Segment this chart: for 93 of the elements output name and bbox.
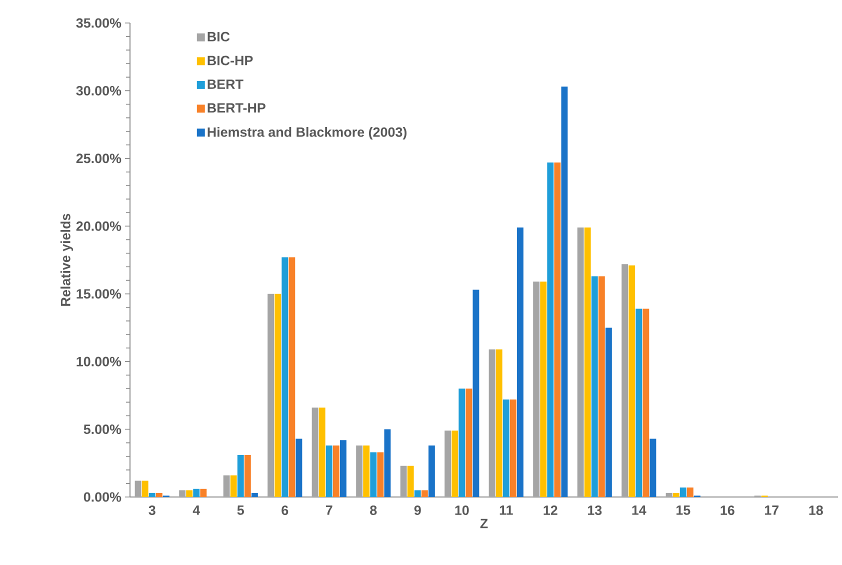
bar [547, 162, 554, 497]
bar [502, 399, 510, 497]
bar [407, 466, 414, 497]
x-tick-label: 3 [148, 506, 156, 516]
bar [186, 490, 193, 497]
x-tick-label: 11 [500, 506, 513, 515]
bar [605, 328, 612, 497]
x-tick-label: 6 [282, 506, 288, 516]
bar [414, 490, 421, 497]
bar [148, 492, 156, 497]
bar [533, 282, 540, 497]
legend-label: Hiemstra and Blackmore (2003) [208, 126, 407, 140]
bar [193, 488, 200, 497]
y-tick-label: 5.00% [84, 424, 122, 434]
x-tick-label: 13 [588, 506, 602, 516]
y-axis-title: Relative yields [60, 214, 74, 306]
bar [312, 408, 318, 497]
bar [179, 490, 186, 497]
x-tick-label: 9 [414, 506, 421, 516]
bar [458, 388, 466, 497]
bar [274, 294, 282, 497]
bar [156, 492, 162, 497]
bar [332, 446, 340, 497]
bar [363, 446, 370, 497]
y-tick-label: 20.00% [76, 221, 122, 231]
bar [444, 430, 452, 497]
bar [340, 440, 346, 497]
x-tick-label: 17 [765, 506, 779, 515]
y-tick-label: 35.00% [76, 18, 122, 28]
bar [200, 488, 207, 497]
bar [142, 480, 148, 497]
bar [251, 492, 258, 497]
bar [230, 475, 237, 497]
bar [666, 492, 672, 497]
bar [496, 349, 502, 497]
bar [452, 430, 458, 497]
bar [384, 429, 391, 497]
x-tick-label: 7 [326, 506, 332, 515]
bar [577, 227, 584, 497]
bar [636, 308, 642, 497]
y-tick-label: 30.00% [76, 86, 122, 96]
bar [377, 452, 384, 497]
x-tick-label: 16 [720, 506, 734, 516]
y-tick-label: 0.00% [84, 492, 122, 502]
bar [282, 257, 288, 497]
bar [650, 438, 656, 497]
x-tick-label: 4 [192, 506, 200, 515]
bar [244, 455, 251, 497]
bar [237, 455, 244, 497]
bar [400, 466, 407, 497]
bar [672, 492, 680, 497]
x-tick-label: 14 [632, 506, 646, 515]
x-tick-label: 12 [544, 506, 558, 515]
bar [223, 475, 230, 497]
bar [554, 162, 561, 497]
bar [598, 276, 605, 497]
bar [642, 308, 650, 497]
x-tick-label: 5 [237, 506, 244, 515]
bar [428, 446, 435, 497]
bar [326, 446, 332, 497]
bar [318, 408, 326, 497]
y-tick-label: 10.00% [76, 356, 122, 366]
y-tick-label: 25.00% [76, 154, 122, 164]
x-axis-title: Z [480, 518, 488, 528]
bar [421, 490, 428, 497]
bar [356, 446, 363, 497]
bar [472, 290, 480, 497]
bar [134, 480, 142, 497]
bar [268, 294, 274, 497]
bar [680, 488, 686, 497]
bar [591, 276, 598, 497]
y-tick-label: 15.00% [76, 289, 122, 299]
bar [584, 227, 591, 497]
legend-label: BERT [208, 80, 244, 89]
x-tick-label: 15 [676, 506, 690, 515]
bar [540, 282, 547, 497]
bar [686, 488, 694, 497]
bar [466, 388, 472, 497]
legend-label: BERT-HP [208, 103, 266, 113]
x-tick-label: 18 [809, 506, 823, 516]
bar [628, 265, 636, 497]
bar [561, 86, 568, 497]
bar [488, 349, 496, 497]
x-tick-label: 8 [370, 506, 377, 516]
bar [516, 227, 524, 497]
legend-label: BIC [208, 32, 230, 42]
bar [296, 438, 302, 497]
bar [370, 452, 377, 497]
bar [510, 399, 516, 497]
bar [288, 257, 296, 497]
bar [622, 264, 628, 497]
legend-label: BIC-HP [208, 56, 253, 66]
x-tick-label: 10 [455, 506, 469, 516]
